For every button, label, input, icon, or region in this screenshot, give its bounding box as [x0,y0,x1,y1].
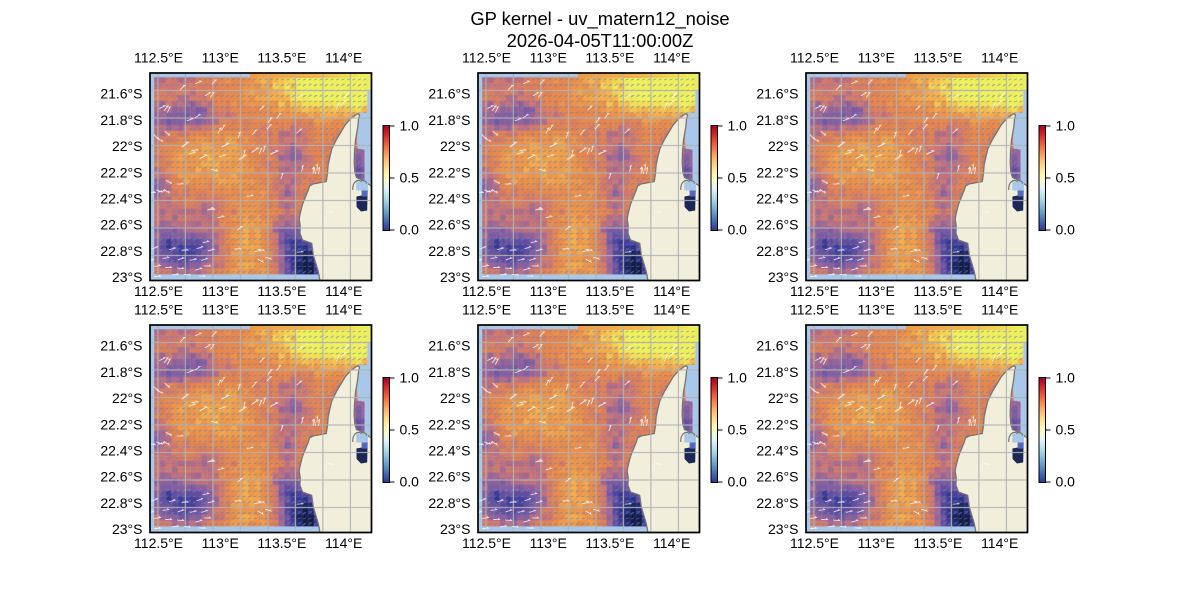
svg-text:GP kernel - uv_matern12_noise: GP kernel - uv_matern12_noise [470,8,729,30]
svg-text:2026-04-05T11:00:00Z: 2026-04-05T11:00:00Z [507,30,694,51]
